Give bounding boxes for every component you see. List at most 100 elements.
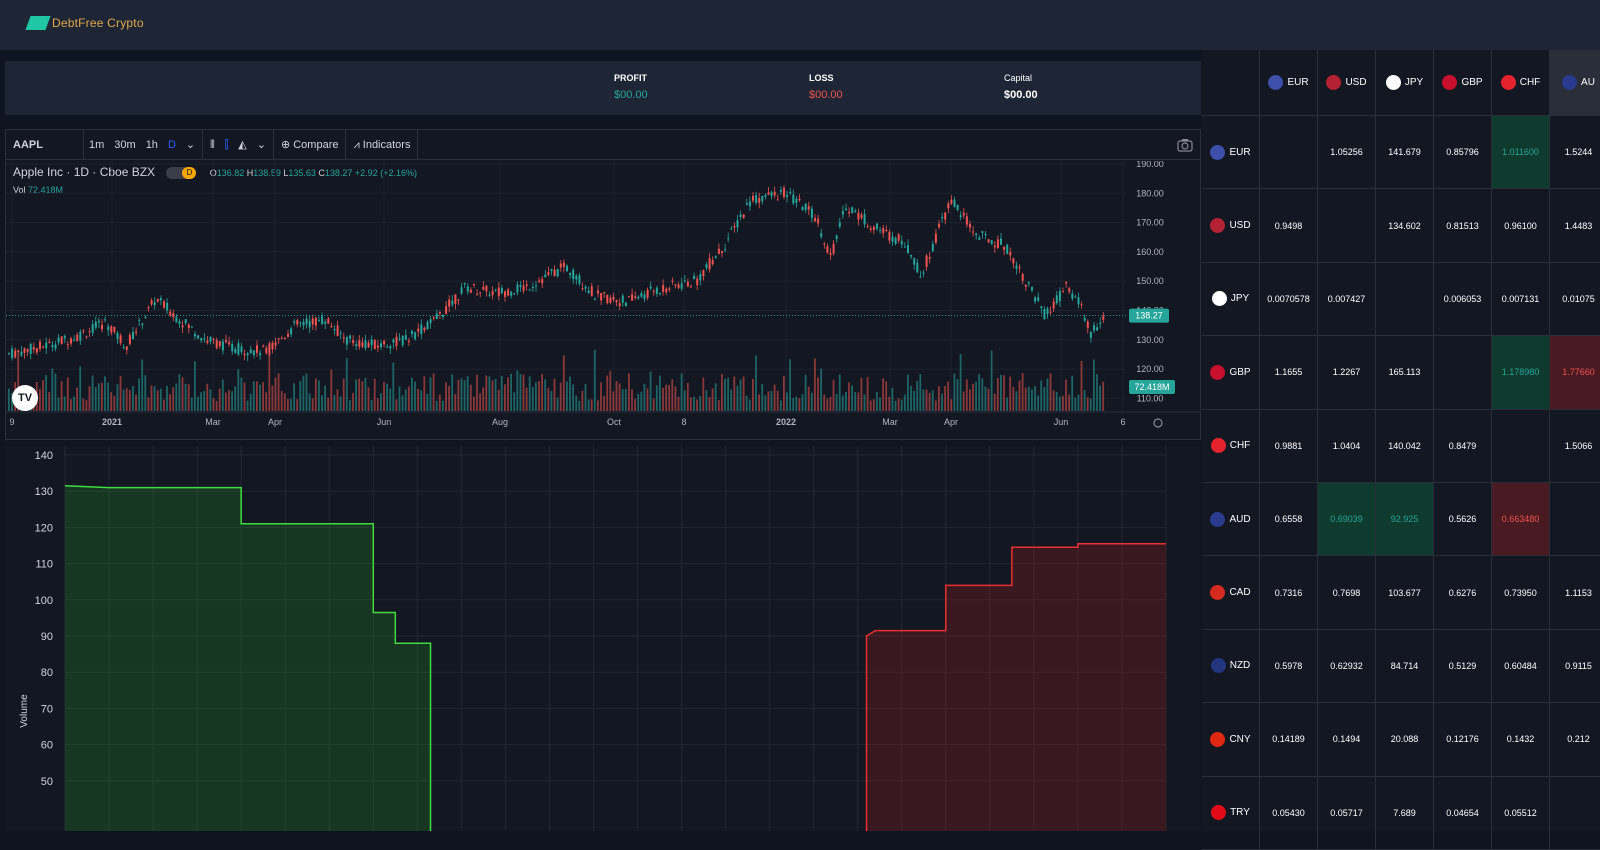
volume-bar <box>426 393 429 411</box>
currency-code: AU <box>1581 77 1595 88</box>
candle-body <box>755 195 758 203</box>
volume-bar <box>553 378 556 411</box>
volume-bar <box>1049 373 1052 411</box>
volume-bar <box>783 376 785 411</box>
indicators-button[interactable]: ⩘ Indicators <box>348 130 415 160</box>
candle-body <box>1049 311 1052 313</box>
volume-bar <box>361 381 364 411</box>
volume-bar <box>423 376 426 411</box>
interval-1m[interactable]: 1m <box>89 138 105 151</box>
volume-bar <box>194 361 196 411</box>
rate-cell: 0.05717 <box>1318 776 1376 850</box>
aud-flag-icon <box>1210 511 1226 527</box>
candle-body <box>420 324 423 335</box>
rate-cell: 0.8479 <box>1434 409 1492 483</box>
tradingview-logo-icon[interactable]: TV <box>12 385 38 411</box>
candle-body <box>696 278 699 286</box>
candle-body <box>79 331 82 341</box>
volume-bar <box>339 396 342 411</box>
rate-cell: 0.60484 <box>1492 629 1550 704</box>
interval-dropdown-icon[interactable]: ⌄ <box>185 138 196 151</box>
volume-bar <box>454 394 457 411</box>
volume-bar <box>330 369 333 411</box>
candle-body <box>296 320 299 325</box>
interval-1h[interactable]: 1h <box>145 138 158 151</box>
candle-body <box>665 288 668 293</box>
candle-body <box>76 334 79 342</box>
volume-bar <box>801 394 804 411</box>
volume-bar <box>45 375 47 411</box>
candle-body <box>841 210 844 215</box>
candles-style-icon[interactable]: ⫿ <box>224 138 229 151</box>
candle-body <box>473 283 475 286</box>
candle-body <box>913 258 916 265</box>
volume-bar <box>398 386 401 411</box>
compare-button[interactable]: ⊕ Compare <box>276 130 344 160</box>
x-tick-label: Mar <box>205 417 221 427</box>
volume-bar <box>324 385 326 411</box>
candle-body <box>345 337 348 345</box>
currency-code: CHF <box>1519 77 1541 88</box>
candle-body <box>476 293 479 295</box>
column-header-jpy: JPY <box>1376 50 1434 116</box>
volume-bar <box>370 400 373 411</box>
volume-bar <box>277 373 280 411</box>
x-tick-label: Oct <box>607 417 622 427</box>
volume-bar <box>147 397 150 411</box>
candle-body <box>283 337 286 339</box>
delayed-icon: D <box>182 166 197 179</box>
bars-style-icon[interactable]: ⫴ <box>210 138 215 151</box>
row-header-gbp: GBP <box>1202 336 1260 410</box>
volume-bar <box>990 350 993 411</box>
volume-bar <box>401 395 404 411</box>
candle-body <box>482 286 485 290</box>
candle-body <box>814 218 816 222</box>
candle-body <box>1000 238 1002 245</box>
volume-bar <box>200 392 202 411</box>
candle-body <box>869 228 872 230</box>
candle-body <box>404 335 407 340</box>
currency-code: JPY <box>1230 293 1250 305</box>
candle-body <box>1052 301 1055 309</box>
volume-bar <box>488 376 491 411</box>
column-header-usd: USD <box>1318 50 1376 116</box>
brand-logo[interactable]: DebtFree Crypto <box>25 16 144 30</box>
volume-bar <box>299 381 302 411</box>
volume-bar <box>466 376 469 411</box>
volume-bar <box>1074 397 1077 411</box>
candle-body <box>380 343 382 348</box>
chart-style-dropdown-icon[interactable]: ⌄ <box>256 138 266 151</box>
area-style-icon[interactable]: ◭ <box>238 138 247 151</box>
volume-bar <box>984 386 987 411</box>
volume-bar <box>584 384 587 411</box>
interval-d[interactable]: D <box>167 138 176 151</box>
volume-bar <box>724 378 726 411</box>
x-tick-label: Mar <box>882 417 898 427</box>
volume-bar <box>522 374 525 411</box>
candle-body <box>1037 297 1040 301</box>
rate-cell: 0.007131 <box>1492 262 1550 337</box>
candle-body <box>628 296 630 298</box>
camera-icon[interactable] <box>1176 136 1194 154</box>
currency-code: GBP <box>1461 77 1483 88</box>
candle-body <box>1089 332 1092 338</box>
rate-cell: 0.7698 <box>1318 556 1376 630</box>
row-header-cny: CNY <box>1202 703 1260 777</box>
candle-body <box>1031 287 1033 291</box>
interval-30m[interactable]: 30m <box>114 138 136 151</box>
candle-body <box>894 237 897 244</box>
candle-body <box>606 294 609 304</box>
candle-body <box>609 297 612 303</box>
symbol-search[interactable]: AAPL <box>6 129 84 160</box>
volume-bar <box>993 393 996 411</box>
candle-body <box>172 313 175 318</box>
candle-body <box>879 229 882 231</box>
price-chart-panel[interactable]: AAPL 1m 30m 1h D ⌄ ⫴ ⫿ ◭ ⌄ ⊕ Compare ⩘ I… <box>5 129 1201 440</box>
y-axis-label: Volume <box>19 694 30 728</box>
candle-body <box>721 251 723 253</box>
candlestick-chart[interactable]: 190.00180.00170.00160.00150.00140.00130.… <box>6 161 1200 439</box>
plus-circle-icon: ⊕ <box>280 138 291 151</box>
candle-body <box>91 324 94 334</box>
candle-body <box>556 269 559 277</box>
candle-body <box>547 272 550 276</box>
